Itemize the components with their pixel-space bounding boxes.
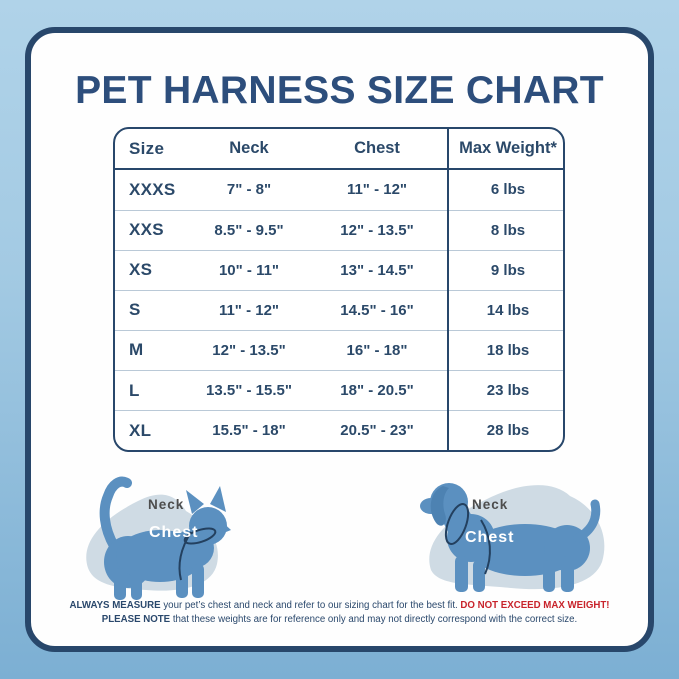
cell-weight: 9 lbs: [447, 249, 563, 291]
cell-chest: 13" - 14.5": [307, 249, 448, 291]
cell-size: XS: [115, 249, 191, 291]
dog-measurement-illustration: [420, 483, 605, 592]
cell-chest: 14.5" - 16": [307, 289, 448, 331]
harness-chest-strap: [480, 519, 491, 575]
dog-neck-label: Neck: [472, 497, 509, 512]
cell-size: XXXS: [115, 168, 191, 210]
cell-neck: 11" - 12": [191, 289, 307, 331]
dog-diagram: Neck Chest: [415, 462, 635, 600]
table-row: XXS 8.5" - 9.5" 12" - 13.5" 8 lbs: [115, 209, 563, 251]
size-table-grid: Size Neck Chest Max Weight* XXXS 7" - 8"…: [115, 129, 563, 450]
column-header-size: Size: [115, 129, 191, 170]
page-title: PET HARNESS SIZE CHART: [75, 69, 604, 112]
size-chart-card: PET HARNESS SIZE CHART Size Neck Chest M…: [25, 27, 654, 652]
cat-diagram: Neck Chest: [68, 470, 240, 602]
cat-silhouette: [99, 476, 231, 600]
table-row: XL 15.5" - 18" 20.5" - 23" 28 lbs: [115, 410, 563, 450]
harness-neck-line: [183, 527, 217, 545]
cell-weight: 28 lbs: [447, 410, 563, 450]
table-row: M 12" - 13.5" 16" - 18" 18 lbs: [115, 329, 563, 371]
cat-measurement-illustration: [86, 476, 231, 600]
cat-chest-label: Chest: [149, 524, 199, 541]
cell-neck: 12" - 13.5": [191, 329, 307, 371]
cell-weight: 14 lbs: [447, 289, 563, 331]
measure-instructions: your pet’s chest and neck and refer to o…: [160, 600, 461, 611]
cell-size: M: [115, 329, 191, 371]
footer-note: ALWAYS MEASURE your pet’s chest and neck…: [49, 599, 630, 626]
column-header-neck: Neck: [191, 129, 307, 170]
cell-size: XXS: [115, 209, 191, 251]
cell-weight: 6 lbs: [447, 168, 563, 210]
cell-neck: 10" - 11": [191, 249, 307, 291]
cat-neck-label: Neck: [148, 497, 185, 512]
cell-chest: 16" - 18": [307, 329, 448, 371]
harness-chest-strap: [178, 531, 192, 581]
cell-weight: 18 lbs: [447, 329, 563, 371]
dog-chest-label: Chest: [465, 529, 515, 546]
footer-line-1: ALWAYS MEASURE your pet’s chest and neck…: [49, 599, 630, 613]
harness-neck-line: [444, 503, 470, 545]
footer-line-2: PLEASE NOTE that these weights are for r…: [49, 613, 630, 627]
cell-chest: 18" - 20.5": [307, 370, 448, 411]
always-measure-label: ALWAYS MEASURE: [69, 600, 161, 611]
cell-size: L: [115, 370, 191, 411]
cell-chest: 20.5" - 23": [307, 410, 448, 450]
cell-neck: 8.5" - 9.5": [191, 209, 307, 251]
cell-weight: 23 lbs: [447, 370, 563, 411]
please-note-label: PLEASE NOTE: [101, 613, 171, 625]
cell-chest: 12" - 13.5": [307, 209, 448, 251]
cell-size: S: [115, 289, 191, 331]
table-row: XXXS 7" - 8" 11" - 12" 6 lbs: [115, 168, 563, 210]
cell-neck: 13.5" - 15.5": [191, 370, 307, 411]
table-header-row: Size Neck Chest Max Weight*: [115, 129, 563, 170]
cell-neck: 15.5" - 18": [191, 410, 307, 450]
size-table: Size Neck Chest Max Weight* XXXS 7" - 8"…: [113, 127, 565, 452]
cell-neck: 7" - 8": [191, 168, 307, 210]
table-row: L 13.5" - 15.5" 18" - 20.5" 23 lbs: [115, 370, 563, 411]
cell-size: XL: [115, 410, 191, 450]
cell-chest: 11" - 12": [307, 168, 448, 210]
table-row: S 11" - 12" 14.5" - 16" 14 lbs: [115, 289, 563, 331]
table-row: XS 10" - 11" 13" - 14.5" 9 lbs: [115, 249, 563, 291]
dog-ear: [430, 486, 449, 526]
column-header-max-weight: Max Weight*: [447, 129, 563, 170]
cell-weight: 8 lbs: [447, 209, 563, 251]
warning-text: DO NOT EXCEED MAX WEIGHT!: [460, 600, 610, 611]
note-text: that these weights are for reference onl…: [170, 613, 578, 625]
column-header-chest: Chest: [307, 129, 448, 170]
